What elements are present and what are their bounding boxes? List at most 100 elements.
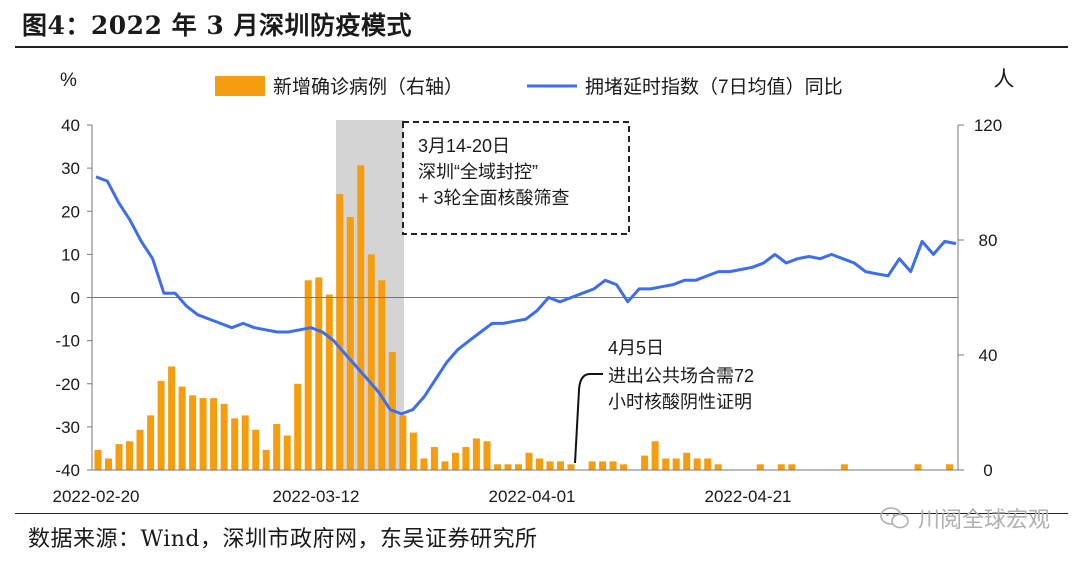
- bar-new-cases: [126, 441, 133, 471]
- bar-new-cases: [641, 455, 649, 470]
- bar-new-cases: [262, 449, 270, 470]
- annotation-box-lockdown: [402, 121, 630, 235]
- bar-new-cases: [147, 415, 155, 470]
- bar-new-cases: [788, 464, 796, 471]
- bar-new-cases: [515, 464, 522, 471]
- left-axis-label: 30: [61, 159, 80, 178]
- bar-new-cases: [525, 452, 533, 471]
- bar-new-cases: [367, 254, 375, 470]
- x-axis-label: 2022-03-12: [273, 487, 360, 506]
- figure-title: 图4：2022 年 3 月深圳防疫模式: [22, 11, 412, 40]
- annotation-lockdown-line: 深圳“全域封控”: [418, 162, 538, 182]
- bar-new-cases: [651, 441, 659, 471]
- left-axis-label: 10: [61, 245, 80, 264]
- bar-new-cases: [157, 380, 165, 470]
- x-axis-label: 2022-02-20: [53, 487, 140, 506]
- left-axis-unit: %: [60, 70, 77, 91]
- bar-new-cases: [273, 424, 281, 470]
- bar-new-cases: [483, 441, 491, 471]
- watermark: 川阅全球宏观: [880, 502, 1050, 534]
- title-rule: [15, 46, 1068, 48]
- right-axis-label: 120: [974, 116, 1002, 135]
- bar-new-cases: [357, 165, 365, 471]
- left-axis-label: -10: [55, 332, 80, 351]
- right-axis-label: 40: [979, 346, 998, 365]
- bar-new-cases: [105, 458, 112, 470]
- bar-new-cases: [756, 464, 764, 471]
- bar-new-cases: [914, 464, 922, 471]
- line-congestion-index: [95, 175, 957, 416]
- legend-label-bar: 新增确诊病例（右轴）: [273, 76, 463, 98]
- bar-new-cases: [536, 458, 543, 470]
- left-axis-label: -30: [55, 418, 80, 437]
- bar-new-cases: [168, 366, 176, 470]
- bar-new-cases: [567, 464, 575, 471]
- annotation-apr5-leader: [574, 373, 603, 464]
- watermark-text: 川阅全球宏观: [917, 508, 1050, 533]
- legend-label-line: 拥堵延时指数（7日均值）同比: [585, 76, 843, 98]
- bar-new-cases: [504, 464, 512, 471]
- bar-new-cases: [430, 447, 438, 470]
- x-axis-label: 2022-04-01: [489, 487, 576, 506]
- bar-new-cases: [494, 464, 501, 471]
- bar-new-cases: [946, 464, 953, 471]
- bar-new-cases: [189, 395, 197, 471]
- bar-new-cases: [378, 280, 386, 471]
- bar-new-cases: [662, 458, 670, 470]
- bar-new-cases: [346, 217, 354, 470]
- bar-new-cases: [304, 280, 312, 471]
- bar-new-cases: [546, 461, 554, 470]
- bar-new-cases: [599, 461, 607, 470]
- annotation-lockdown-title: 3月14-20日: [418, 136, 510, 156]
- bar-new-cases: [336, 194, 344, 470]
- source-note: 数据来源：Wind，深圳市政府网，东吴证券研究所: [28, 527, 538, 552]
- bar-new-cases: [178, 386, 186, 470]
- bar-new-cases: [620, 464, 628, 471]
- bar-new-cases: [252, 429, 260, 471]
- left-axis-label: 20: [61, 202, 80, 221]
- bar-new-cases: [441, 461, 449, 470]
- source-rule: [15, 513, 1068, 514]
- left-axis-label: 40: [61, 116, 80, 135]
- bar-new-cases: [136, 429, 144, 471]
- bar-new-cases: [462, 447, 470, 470]
- left-axis-label: -40: [55, 461, 80, 480]
- bar-new-cases: [399, 415, 407, 470]
- bar-new-cases: [315, 277, 323, 470]
- x-axis-label: 2022-04-21: [705, 487, 792, 506]
- bar-new-cases: [115, 444, 123, 470]
- right-axis-label: 0: [983, 461, 992, 480]
- left-axis-label: 0: [71, 289, 80, 308]
- annotation-apr5-line: 小时核酸阴性证明: [608, 392, 752, 412]
- left-axis-label: -20: [55, 375, 80, 394]
- bar-new-cases: [420, 458, 428, 470]
- bar-new-cases: [588, 461, 596, 470]
- annotation-lockdown-line: + 3轮全面核酸筛查: [418, 188, 570, 208]
- bar-new-cases: [409, 432, 417, 470]
- legend-swatch-bar: [215, 76, 265, 96]
- bar-new-cases: [199, 398, 207, 470]
- annotation-apr5-line: 进出公共场合需72: [608, 366, 754, 386]
- bar-new-cases: [704, 458, 712, 470]
- bar-new-cases: [683, 452, 691, 471]
- wechat-icon: [880, 507, 909, 529]
- bar-new-cases: [231, 418, 239, 471]
- bar-new-cases: [283, 435, 291, 470]
- right-axis-unit: 人: [994, 68, 1015, 91]
- annotation-apr5-title: 4月5日: [608, 338, 664, 358]
- bar-new-cases: [451, 452, 459, 471]
- bar-new-cases: [325, 294, 333, 470]
- bar-new-cases: [777, 464, 785, 471]
- bar-new-cases: [241, 415, 249, 470]
- bar-new-cases: [472, 438, 480, 470]
- bar-new-cases: [220, 403, 228, 470]
- bar-new-cases: [210, 398, 218, 470]
- right-axis-label: 80: [979, 231, 998, 250]
- bar-new-cases: [840, 464, 848, 471]
- bar-new-cases: [94, 449, 102, 470]
- bar-new-cases: [294, 383, 302, 471]
- bar-new-cases: [609, 461, 617, 470]
- bar-new-cases: [714, 464, 722, 471]
- bar-new-cases: [672, 458, 680, 470]
